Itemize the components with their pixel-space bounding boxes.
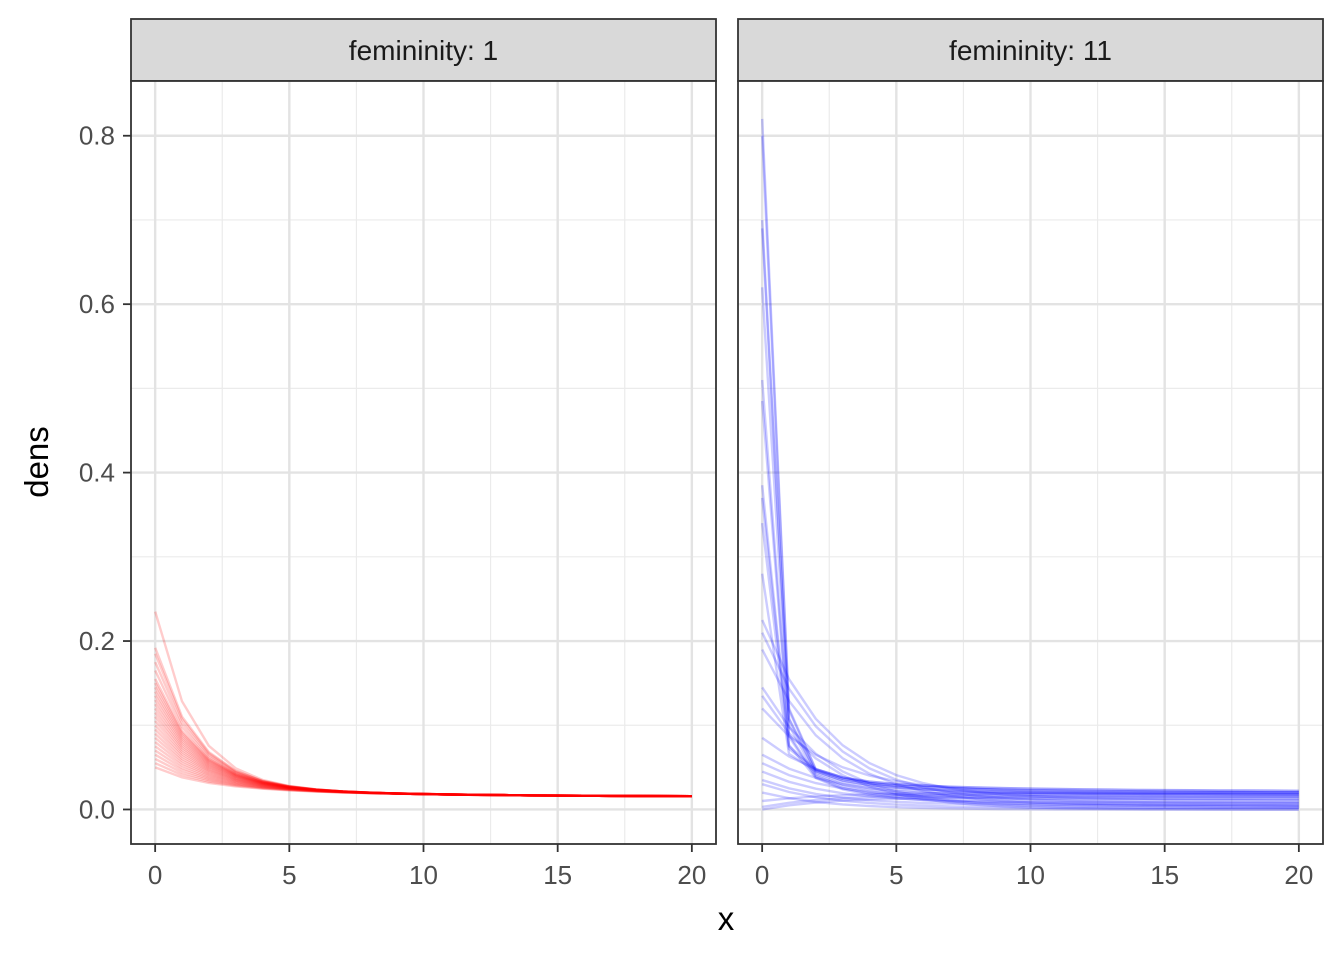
series-line	[761, 573, 1299, 796]
series-line	[761, 379, 1299, 805]
series-line	[761, 791, 1299, 811]
series-line	[762, 793, 1299, 809]
y-axis: 0.0 0.2 0.4 0.6 0.8	[79, 121, 131, 824]
series-line	[154, 690, 692, 798]
x-tick-label: 10	[409, 860, 438, 890]
series-line	[154, 766, 692, 798]
series-line	[154, 732, 692, 798]
y-tick-label: 0.6	[79, 289, 115, 319]
x-tick-label: 10	[1016, 860, 1045, 890]
series-line	[761, 135, 1299, 794]
series-line	[762, 791, 1299, 803]
series-line	[154, 749, 692, 798]
series-line	[761, 707, 1299, 794]
series-line	[154, 661, 692, 798]
series-line	[154, 707, 692, 798]
series-line	[154, 716, 692, 798]
series-line	[761, 118, 1299, 792]
y-tick-label: 0.2	[79, 626, 115, 656]
series-line	[154, 728, 692, 798]
strip-label-1: femininity: 1	[349, 35, 498, 66]
series-line	[154, 720, 692, 798]
series-line	[761, 648, 1299, 807]
y-tick-label: 0.4	[79, 458, 115, 488]
series-line	[154, 686, 692, 798]
series-line	[154, 669, 692, 798]
x-axis-11: 0 5 10 15 20	[755, 844, 1313, 890]
series-line	[761, 778, 1299, 807]
series-line	[761, 228, 1299, 799]
series-line	[761, 762, 1299, 801]
grid-1	[131, 81, 716, 844]
series-lines-11	[761, 118, 1299, 811]
series-line	[154, 753, 692, 798]
panel-femininity-11: femininity: 11 0 5 10 15 20	[737, 18, 1324, 890]
series-line	[154, 741, 692, 798]
series-line	[154, 745, 692, 798]
series-line	[761, 522, 1299, 794]
x-tick-label: 0	[755, 860, 769, 890]
x-tick-label: 20	[1284, 860, 1313, 890]
y-tick-label: 0.8	[79, 121, 115, 151]
series-line	[154, 736, 692, 798]
strip-background-11	[737, 18, 1324, 82]
strip-label-11: femininity: 11	[949, 35, 1112, 66]
series-line	[761, 219, 1299, 796]
series-line	[154, 653, 692, 798]
series-line	[761, 695, 1299, 811]
series-line	[761, 619, 1299, 801]
series-line	[154, 762, 692, 798]
series-line	[761, 400, 1299, 807]
series-line	[761, 632, 1299, 804]
x-tick-label: 5	[282, 860, 296, 890]
series-line	[154, 699, 692, 798]
series-line	[761, 753, 1299, 798]
series-line	[154, 611, 692, 798]
series-line	[762, 795, 1299, 811]
series-line	[154, 757, 692, 798]
x-tick-label: 15	[543, 860, 572, 890]
series-line	[154, 678, 692, 798]
series-line	[761, 497, 1299, 792]
series-lines-1	[154, 611, 692, 798]
series-line	[154, 682, 692, 798]
series-line	[761, 783, 1299, 809]
series-line	[154, 647, 692, 798]
x-tick-label: 20	[677, 860, 706, 890]
grid-11	[738, 81, 1323, 844]
series-line	[761, 770, 1299, 804]
series-line	[154, 724, 692, 798]
series-line	[761, 736, 1299, 796]
series-line	[761, 686, 1299, 809]
series-line	[154, 711, 692, 798]
series-line	[154, 695, 692, 798]
y-axis-title: dens	[18, 426, 55, 498]
x-tick-label: 15	[1150, 860, 1179, 890]
x-tick-label: 5	[889, 860, 903, 890]
series-line	[154, 703, 692, 798]
y-tick-label: 0.0	[79, 794, 115, 824]
x-axis-title: x	[718, 900, 735, 937]
strip-background-1	[130, 18, 717, 82]
series-line	[761, 287, 1299, 802]
x-tick-label: 0	[148, 860, 162, 890]
series-line	[761, 485, 1299, 809]
x-axis-1: 0 5 10 15 20	[148, 844, 706, 890]
panel-femininity-1: femininity: 1 0.0 0.2 0.4 0.6 0.8 0 5 10 15 20	[79, 18, 717, 890]
